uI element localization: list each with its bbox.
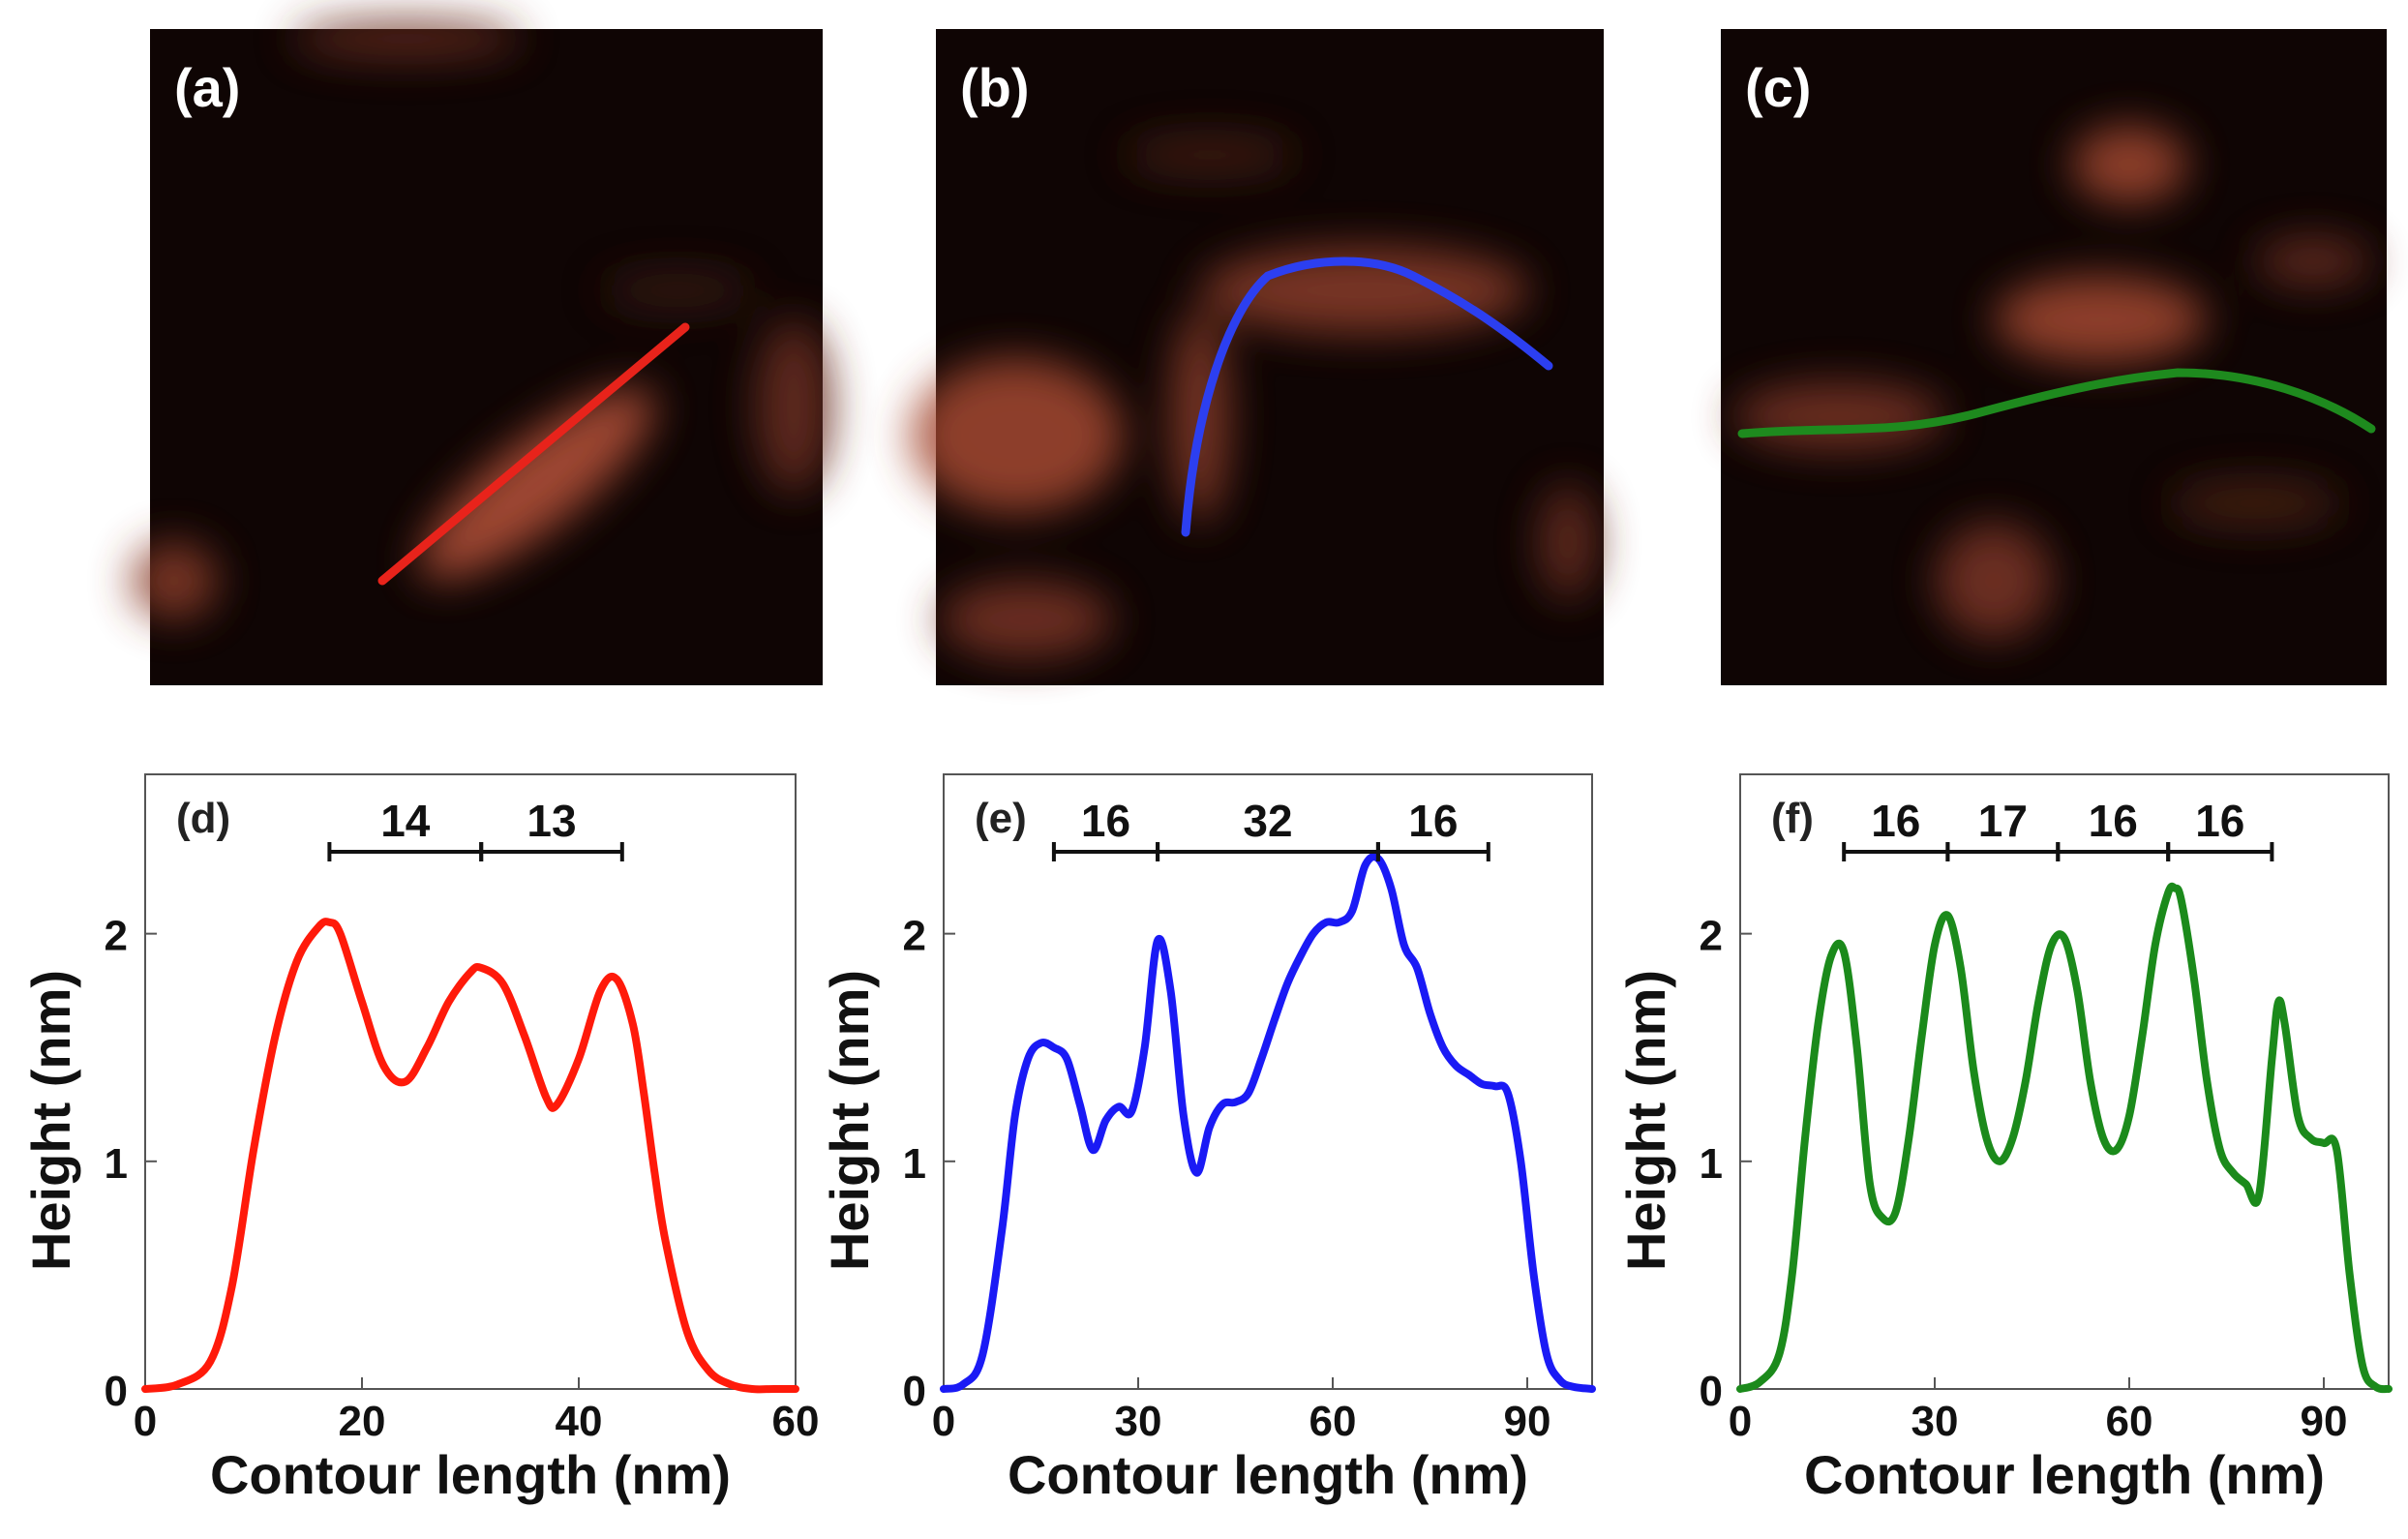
height-profile-line: [940, 853, 1596, 1393]
y-axis-title: Height (nm): [20, 970, 81, 1271]
height-profile-line: [141, 918, 799, 1394]
plot-frame: [144, 773, 797, 1390]
x-tick-label: 20: [339, 1398, 386, 1445]
segment-label: 16: [2089, 796, 2138, 846]
trace-line-b: [1181, 256, 1553, 537]
trace-line-c: [1737, 368, 2376, 438]
segment-label: 16: [1871, 796, 1920, 846]
y-tick-label: 1: [105, 1140, 128, 1188]
y-tick-label: 1: [903, 1140, 926, 1188]
height-profile-chart-f: 0 30 60 90 0 1 2 Contour length (nm) Height (nm)…: [1615, 773, 2393, 1505]
y-axis-title: Height (nm): [1615, 970, 1676, 1271]
x-tick-label: 0: [134, 1398, 157, 1445]
panel-label: (d): [176, 795, 230, 842]
x-axis-title: Contour length (nm): [210, 1444, 731, 1505]
segment-label: 32: [1243, 796, 1292, 846]
x-tick-label: 0: [1729, 1398, 1752, 1445]
afm-image-c: (c): [1721, 29, 2387, 685]
height-profile-line: [1736, 882, 2393, 1394]
x-tick-label: 60: [1309, 1398, 1357, 1445]
segment-label: 16: [2195, 796, 2244, 846]
panel-label: (f): [1771, 795, 1814, 842]
segment-label: 14: [380, 796, 431, 846]
trace-line-a: [377, 322, 690, 586]
segment-label: 16: [1081, 796, 1130, 846]
afm-image-b: (b): [910, 29, 1604, 685]
plot-frame: [943, 773, 1593, 1390]
y-tick-label: 2: [903, 913, 926, 960]
x-tick-label: 90: [1504, 1398, 1551, 1445]
x-axis-title: Contour length (nm): [1008, 1444, 1528, 1505]
segment-label: 17: [1978, 796, 2028, 846]
segment-label: 13: [527, 796, 576, 846]
y-tick-label: 2: [1700, 913, 1723, 960]
y-tick-label: 2: [105, 913, 128, 960]
x-axis-title: Contour length (nm): [1804, 1444, 2325, 1505]
x-tick-label: 0: [932, 1398, 955, 1445]
segment-label: 16: [1408, 796, 1458, 846]
x-tick-label: 60: [772, 1398, 820, 1445]
y-tick-label: 1: [1700, 1140, 1723, 1188]
y-tick-label: 0: [903, 1368, 926, 1415]
x-tick-label: 30: [1911, 1398, 1959, 1445]
height-profile-chart-d: 0 20 40 60 0 1 2 Contour length (nm) Height (nm)…: [20, 773, 820, 1505]
panel-label: (e): [975, 795, 1027, 842]
afm-image-a: (a): [131, 19, 832, 685]
y-tick-label: 0: [105, 1368, 128, 1415]
y-axis-title: Height (nm): [819, 970, 880, 1271]
panel-label-a: (a): [174, 57, 240, 118]
x-tick-label: 90: [2301, 1398, 2348, 1445]
panel-label-c: (c): [1745, 57, 1811, 118]
height-profile-chart-e: 0 30 60 90 0 1 2 Contour length (nm) Height (nm)…: [819, 773, 1596, 1505]
x-tick-label: 60: [2106, 1398, 2153, 1445]
y-tick-label: 0: [1700, 1368, 1723, 1415]
x-tick-label: 40: [556, 1398, 603, 1445]
plot-frame: [1739, 773, 2390, 1390]
panel-label-b: (b): [960, 57, 1030, 118]
x-tick-label: 30: [1115, 1398, 1162, 1445]
